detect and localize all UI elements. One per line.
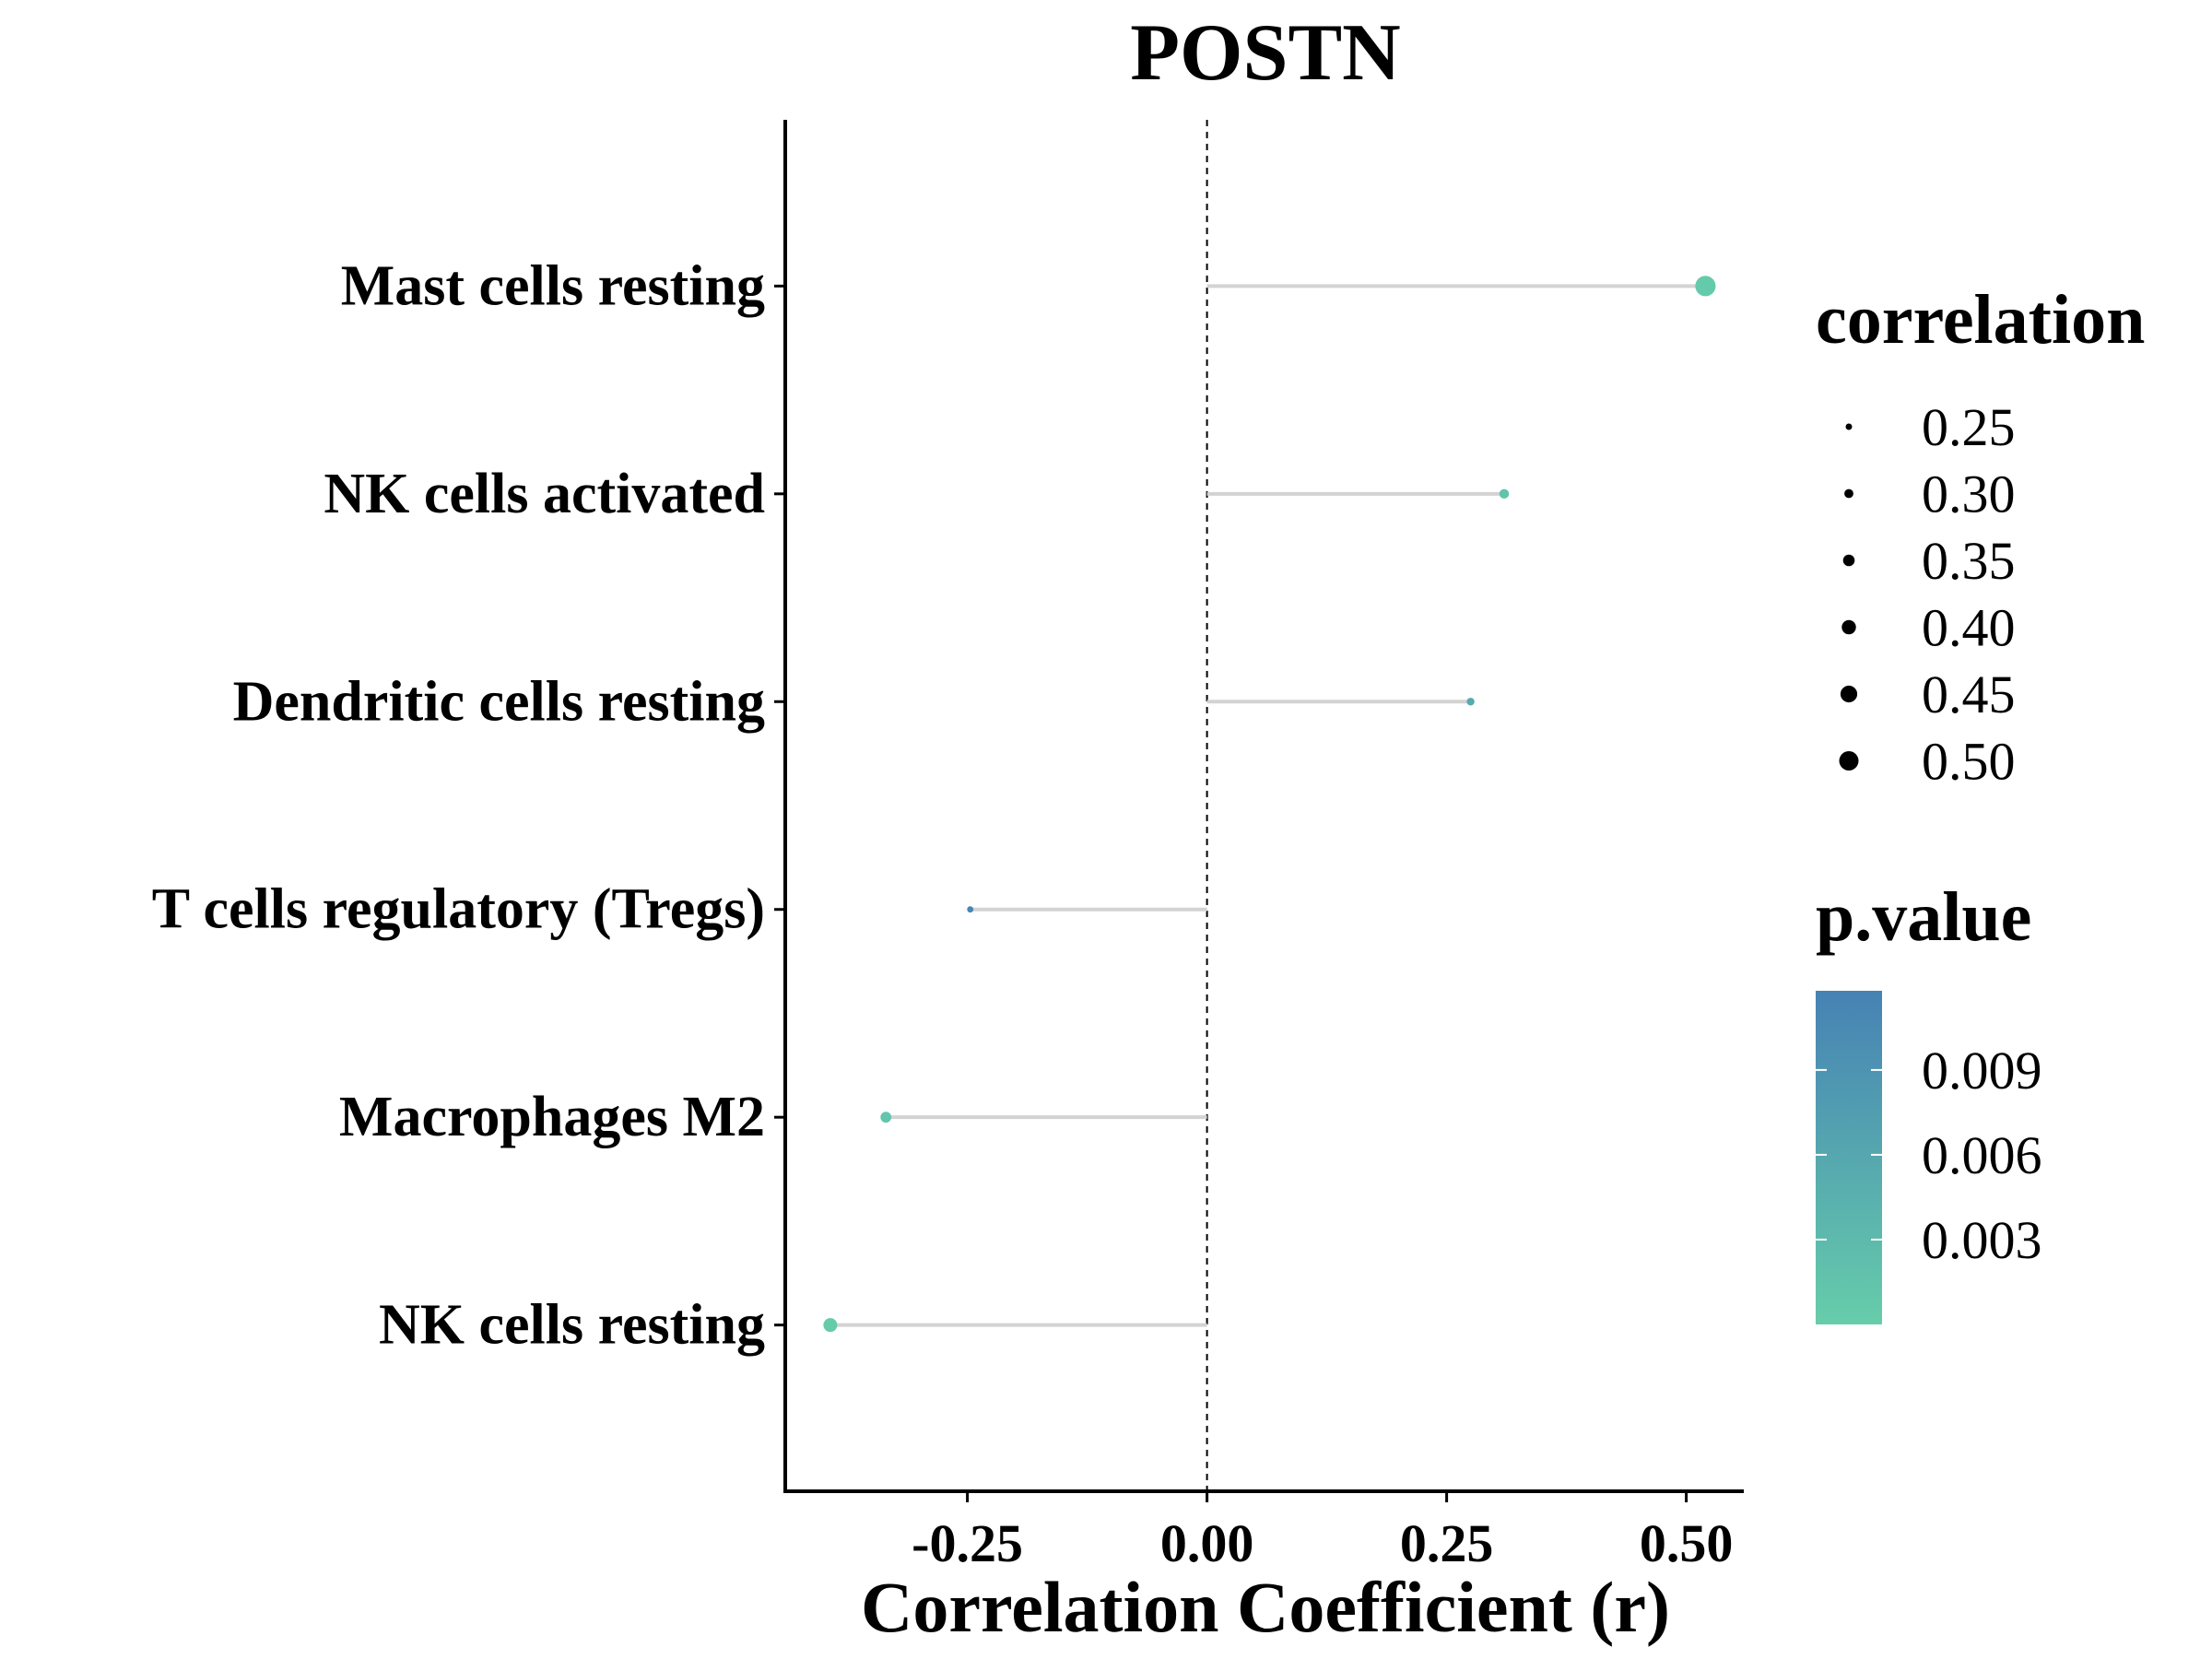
size-legend-key bbox=[1839, 751, 1859, 771]
x-axis-title: Correlation Coefficient (r) bbox=[861, 1567, 1670, 1647]
size-legend-key bbox=[1840, 685, 1858, 703]
data-point bbox=[1695, 276, 1716, 297]
color-legend-label: 0.006 bbox=[1922, 1125, 2042, 1185]
y-tick-label: T cells regulatory (Tregs) bbox=[152, 878, 765, 941]
color-legend-label: 0.003 bbox=[1922, 1210, 2042, 1270]
size-legend-key bbox=[1845, 423, 1853, 430]
size-legend: correlation 0.25 0.30 0.35 0.40 0.45 0.50 bbox=[1816, 281, 2145, 792]
size-legend-label: 0.30 bbox=[1922, 465, 2016, 524]
size-legend-label: 0.25 bbox=[1922, 397, 2016, 457]
data-point bbox=[880, 1112, 892, 1124]
data-point bbox=[823, 1318, 838, 1333]
size-legend-key bbox=[1842, 554, 1855, 567]
x-tick-label: -0.25 bbox=[912, 1513, 1023, 1573]
size-legend-label: 0.45 bbox=[1922, 665, 2016, 724]
size-legend-label: 0.50 bbox=[1922, 732, 2016, 792]
data-point bbox=[1466, 698, 1475, 706]
size-legend-label: 0.35 bbox=[1922, 531, 2016, 591]
color-legend-title: p.value bbox=[1816, 878, 2031, 956]
data-point bbox=[967, 906, 974, 913]
size-legend-label: 0.40 bbox=[1922, 598, 2016, 658]
x-tick-label: 0.25 bbox=[1400, 1513, 1494, 1573]
y-tick-label: NK cells activated bbox=[324, 463, 765, 525]
size-legend-key bbox=[1844, 488, 1853, 499]
color-legend: p.value 0.009 0.006 0.003 bbox=[1816, 878, 2042, 1324]
size-legend-key bbox=[1841, 619, 1856, 635]
x-tick-label: 0.50 bbox=[1640, 1513, 1734, 1573]
chart-title: POSTN bbox=[1130, 8, 1400, 98]
size-legend-title: correlation bbox=[1816, 281, 2145, 359]
color-legend-bar bbox=[1816, 991, 1882, 1324]
y-tick-label: Mast cells resting bbox=[341, 254, 765, 317]
plot-area: Mast cells resting NK cells activated Dend… bbox=[152, 120, 1716, 1491]
x-tick-label: 0.00 bbox=[1160, 1513, 1254, 1573]
y-tick-label: NK cells resting bbox=[379, 1294, 765, 1357]
color-legend-label: 0.009 bbox=[1922, 1041, 2042, 1100]
data-point bbox=[1499, 488, 1510, 499]
x-axis-ticks: -0.25 0.00 0.25 0.50 bbox=[912, 1491, 1733, 1573]
y-tick-label: Dendritic cells resting bbox=[233, 670, 765, 733]
y-tick-label: Macrophages M2 bbox=[339, 1086, 765, 1148]
